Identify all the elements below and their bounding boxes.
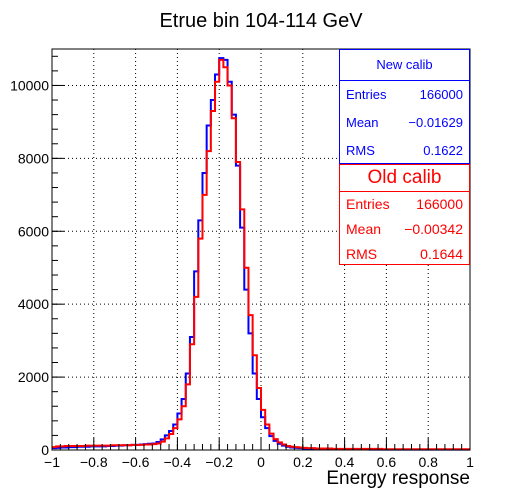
entries-value: 166000 <box>416 196 463 212</box>
y-tick-label: 10000 <box>10 77 49 93</box>
y-tick-label: 8000 <box>18 150 49 166</box>
stats-old-title: Old calib <box>340 165 469 192</box>
x-tick-label: 1 <box>466 454 474 470</box>
series-old-calib <box>52 58 470 451</box>
entries-value: 166000 <box>419 87 463 102</box>
y-tick-label: 2000 <box>18 369 49 385</box>
rms-value: 0.1644 <box>420 246 463 262</box>
y-tick-label: 6000 <box>18 223 49 239</box>
x-tick-label: −0.6 <box>122 454 150 470</box>
entries-label: Entries <box>346 196 390 212</box>
mean-label: Mean <box>346 115 379 130</box>
mean-label: Mean <box>346 221 382 237</box>
x-tick-label: 0 <box>257 454 265 470</box>
x-axis-label: Energy response <box>326 468 470 489</box>
mean-value: −0.01629 <box>408 115 463 130</box>
y-tick-label: 4000 <box>18 296 49 312</box>
stats-box-new: New calib Entries 166000 Mean −0.01629 R… <box>339 49 470 164</box>
x-tick-label: 0.4 <box>335 454 355 470</box>
x-tick-label: 0.6 <box>377 454 397 470</box>
stats-old-entries: Entries 166000 <box>340 192 469 217</box>
x-tick-label: −1 <box>44 454 60 470</box>
rms-value: 0.1622 <box>423 143 463 158</box>
stats-old-rms: RMS 0.1644 <box>340 242 469 267</box>
x-tick-label: 0.2 <box>293 454 313 470</box>
x-tick-label: −0.2 <box>205 454 233 470</box>
stats-box-old: Old calib Entries 166000 Mean −0.00342 R… <box>339 164 470 265</box>
chart-title: Etrue bin 104-114 GeV <box>159 10 363 32</box>
rms-label: RMS <box>346 246 378 262</box>
stats-old-mean: Mean −0.00342 <box>340 217 469 242</box>
axis-ticks: −1 −0.8 −0.6 −0.4 −0.2 0 0.2 0.4 0.6 0.8 1 0 2000 400… <box>10 55 474 470</box>
rms-label: RMS <box>346 143 375 158</box>
entries-label: Entries <box>346 87 387 102</box>
stats-new-rms: RMS 0.1622 <box>340 137 469 165</box>
y-tick-label: 0 <box>41 442 49 458</box>
series-group <box>52 57 470 451</box>
stats-new-title: New calib <box>340 50 469 81</box>
x-tick-label: −0.4 <box>164 454 192 470</box>
mean-value: −0.00342 <box>404 221 463 237</box>
stats-new-entries: Entries 166000 <box>340 81 469 109</box>
x-tick-label: −0.8 <box>80 454 108 470</box>
stats-new-mean: Mean −0.01629 <box>340 109 469 137</box>
x-tick-label: 0.8 <box>418 454 438 470</box>
